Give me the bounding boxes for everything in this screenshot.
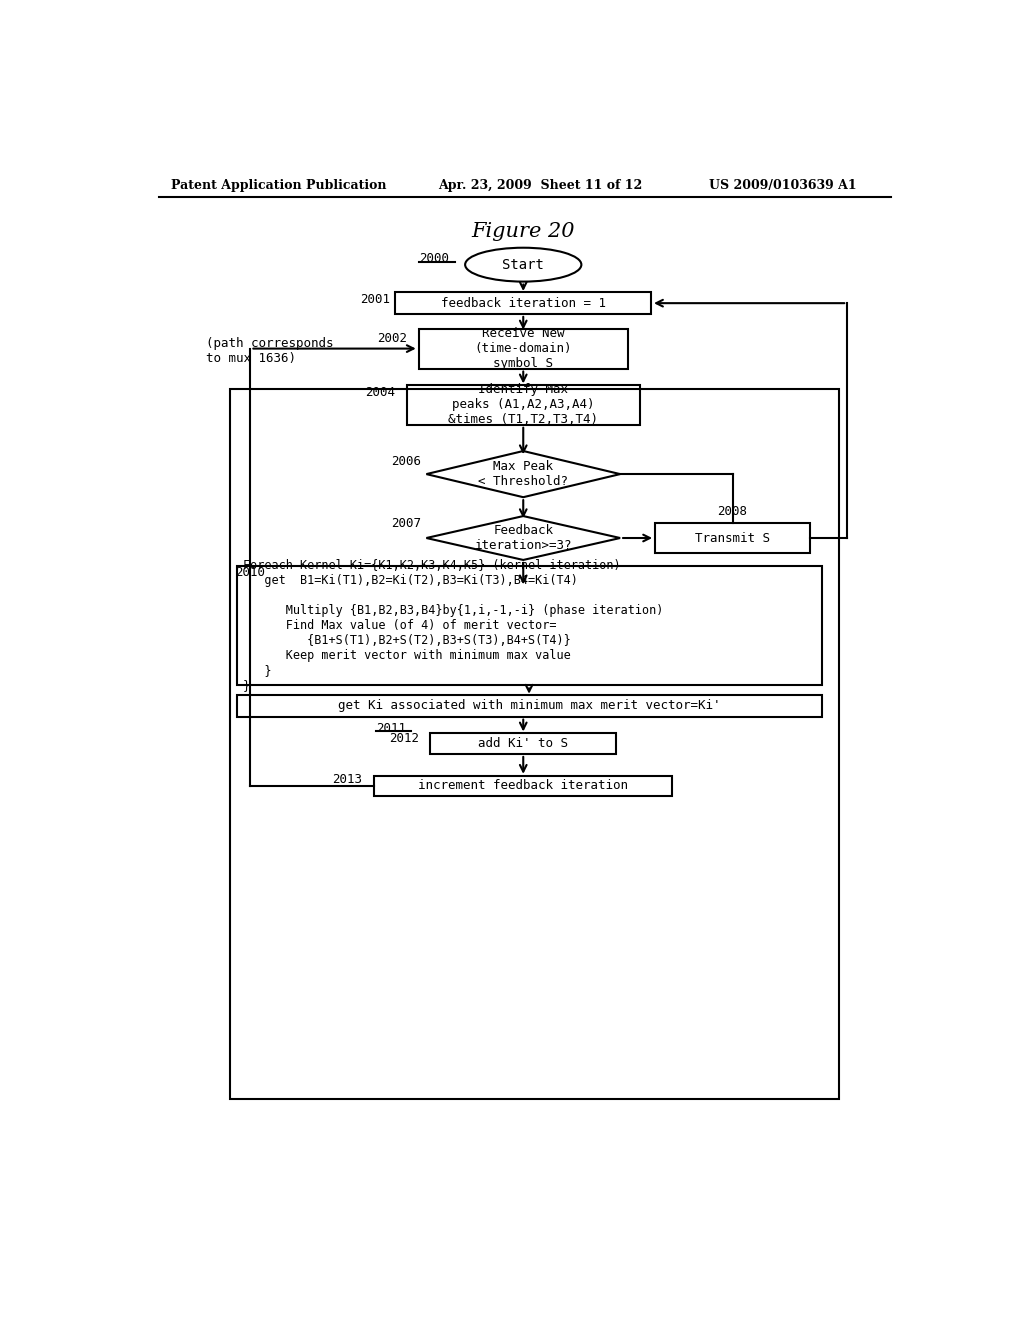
Text: 2010: 2010	[234, 566, 265, 579]
Text: Apr. 23, 2009  Sheet 11 of 12: Apr. 23, 2009 Sheet 11 of 12	[438, 178, 642, 191]
Text: (path corresponds
to mux 1636): (path corresponds to mux 1636)	[206, 337, 333, 364]
Bar	[430, 733, 616, 754]
Text: 2002: 2002	[377, 333, 407, 345]
Text: 2006: 2006	[391, 454, 421, 467]
Bar	[407, 385, 640, 425]
Text: 2000: 2000	[419, 252, 449, 265]
Text: Feedback
iteration>=3?: Feedback iteration>=3?	[474, 524, 572, 552]
Bar	[655, 523, 810, 553]
Bar	[395, 293, 651, 314]
Text: add Ki' to S: add Ki' to S	[478, 737, 568, 750]
Text: Start: Start	[503, 257, 544, 272]
Text: 2007: 2007	[391, 517, 421, 529]
Text: Patent Application Publication: Patent Application Publication	[171, 178, 386, 191]
Bar	[237, 566, 821, 685]
Text: Identify Max
peaks (A1,A2,A3,A4)
&times (T1,T2,T3,T4): Identify Max peaks (A1,A2,A3,A4) &times …	[449, 383, 598, 426]
Text: feedback iteration = 1: feedback iteration = 1	[440, 297, 606, 310]
Text: 2001: 2001	[360, 293, 390, 306]
Text: Max Peak
< Threshold?: Max Peak < Threshold?	[478, 461, 568, 488]
Bar	[374, 776, 673, 796]
Text: Receive New
(time-domain)
symbol S: Receive New (time-domain) symbol S	[474, 327, 572, 370]
Text: 2013: 2013	[332, 774, 362, 787]
Text: 2008: 2008	[718, 506, 748, 519]
Bar	[237, 696, 821, 717]
Text: get Ki associated with minimum max merit vector=Ki': get Ki associated with minimum max merit…	[338, 700, 720, 713]
Text: 2004: 2004	[366, 385, 395, 399]
Bar	[230, 389, 839, 1100]
Text: Foreach Kernel Ki={K1,K2,K3,K4,K5} (kernel iteration)
   get  B1=Ki(T1),B2=Ki(T2: Foreach Kernel Ki={K1,K2,K3,K4,K5} (kern…	[243, 560, 664, 692]
Text: US 2009/0103639 A1: US 2009/0103639 A1	[710, 178, 857, 191]
Text: Transmit S: Transmit S	[695, 532, 770, 545]
Text: 2012: 2012	[389, 731, 419, 744]
Bar	[419, 329, 628, 368]
Text: increment feedback iteration: increment feedback iteration	[418, 779, 629, 792]
Text: Figure 20: Figure 20	[471, 222, 575, 242]
Text: 2011: 2011	[376, 722, 406, 735]
